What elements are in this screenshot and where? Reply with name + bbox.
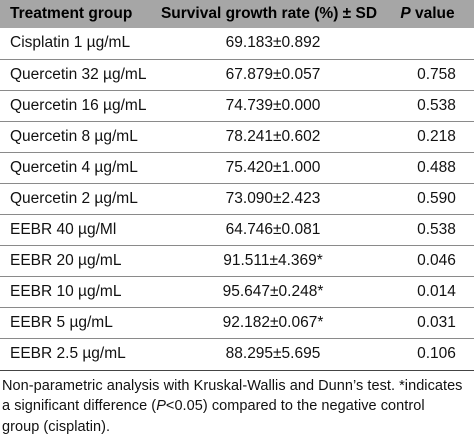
table-row: Quercetin 32 µg/mL 67.879±0.057 0.758 [0, 59, 474, 91]
survival-rate-cell: 74.739±0.000 [225, 96, 321, 114]
header-p-value: P value [381, 0, 474, 28]
table-header: Treatment group Survival growth rate (%)… [0, 0, 474, 28]
p-value-cell: 0.046 [417, 252, 456, 270]
p-value-cell [381, 28, 474, 59]
header-treatment-group: Treatment group [0, 0, 157, 28]
table-body: Cisplatin 1 µg/mL 69.183±0.892 Quercetin 3… [0, 28, 474, 371]
table-row: Quercetin 16 µg/mL 74.739±0.000 0.538 [0, 90, 474, 122]
footnote-line-3: group (cisplatin). [2, 418, 111, 435]
survival-rate-cell: 73.090±2.423 [225, 190, 321, 208]
treatment-group-cell: EEBR 2.5 µg/mL [10, 345, 126, 363]
table-footnote: Non-parametric analysis with Kruskal-Wal… [0, 371, 474, 437]
treatment-group-cell: EEBR 10 µg/mL [10, 283, 122, 301]
table-row: Cisplatin 1 µg/mL 69.183±0.892 [0, 28, 474, 60]
survival-rate-cell: 91.511±4.369* [223, 252, 323, 270]
p-value-cell: 0.538 [417, 221, 456, 239]
survival-rate-cell: 75.420±1.000 [225, 158, 321, 176]
table-row: Quercetin 4 µg/mL 75.420±1.000 0.488 [0, 152, 474, 184]
header-p-rest: value [410, 5, 455, 22]
treatment-group-cell: EEBR 5 µg/mL [10, 314, 113, 332]
survival-rate-cell: 64.746±0.081 [225, 221, 321, 239]
treatment-group-cell: Quercetin 4 µg/mL [10, 158, 138, 176]
treatment-group-cell: Quercetin 2 µg/mL [10, 190, 138, 208]
table-row: EEBR 10 µg/mL 95.647±0.248* 0.014 [0, 277, 474, 308]
p-value-cell: 0.031 [417, 314, 456, 332]
table-row: EEBR 2.5 µg/mL 88.295±5.695 0.106 [0, 339, 474, 371]
treatment-group-cell: EEBR 40 µg/Ml [10, 221, 117, 239]
survival-rate-cell: 95.647±0.248* [222, 283, 324, 301]
footnote-line-2: a significant difference (P<0.05) compar… [2, 396, 474, 417]
treatment-group-cell: EEBR 20 µg/mL [10, 252, 122, 270]
p-value-cell: 0.218 [417, 127, 456, 145]
table-row: EEBR 5 µg/mL 92.182±0.067* 0.031 [0, 308, 474, 339]
footnote-line-2-end: <0.05) compared to the negative control [165, 398, 425, 415]
p-value-cell: 0.758 [417, 65, 456, 83]
header-p-letter: P [400, 5, 411, 22]
p-value-cell: 0.488 [417, 158, 456, 176]
treatment-group-cell: Cisplatin 1 µg/mL [10, 34, 131, 52]
p-value-cell: 0.538 [417, 96, 456, 114]
footnote-line-2-start: a significant difference ( [2, 398, 157, 415]
table-row: Quercetin 2 µg/mL 73.090±2.423 0.590 [0, 183, 474, 215]
table-row: EEBR 20 µg/mL 91.511±4.369* 0.046 [0, 246, 474, 277]
header-row: Treatment group Survival growth rate (%)… [0, 0, 474, 28]
survival-rate-cell: 78.241±0.602 [225, 127, 321, 145]
footnote-p-letter: P [156, 398, 166, 415]
p-value-cell: 0.106 [417, 345, 456, 363]
survival-rate-cell: 69.183±0.892 [225, 34, 321, 52]
footnote-line-1: Non-parametric analysis with Kruskal-Wal… [2, 377, 463, 394]
p-value-cell: 0.590 [417, 190, 456, 208]
survival-rate-cell: 88.295±5.695 [225, 345, 321, 363]
treatment-group-cell: Quercetin 16 µg/mL [10, 96, 147, 114]
table-row: EEBR 40 µg/Ml 64.746±0.081 0.538 [0, 215, 474, 246]
treatment-group-cell: Quercetin 32 µg/mL [10, 65, 147, 83]
header-survival-rate: Survival growth rate (%) ± SD [157, 0, 381, 28]
treatment-group-cell: Quercetin 8 µg/mL [10, 127, 138, 145]
survival-rate-cell: 67.879±0.057 [225, 65, 321, 83]
p-value-cell: 0.014 [417, 283, 456, 301]
results-table: Treatment group Survival growth rate (%)… [0, 0, 474, 371]
survival-rate-cell: 92.182±0.067* [222, 314, 324, 332]
table-row: Quercetin 8 µg/mL 78.241±0.602 0.218 [0, 121, 474, 153]
